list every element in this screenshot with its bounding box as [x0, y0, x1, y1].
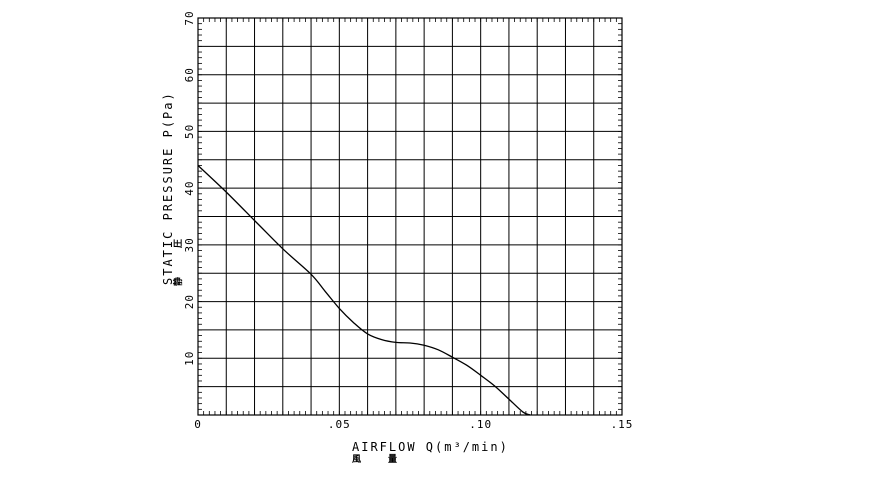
y-tick-label: 50: [183, 124, 196, 139]
x-tick-label: .15: [611, 418, 634, 431]
y-tick-label: 20: [183, 294, 196, 309]
y-tick-label: 30: [183, 237, 196, 252]
y-axis-label: STATIC PRESSURE P(Pa): [161, 91, 175, 285]
tick-marks: [198, 18, 622, 415]
y-tick-labels: 10 20 30 40 50 60 70: [183, 10, 196, 366]
x-axis-title: AIRFLOW Q(m³/min) 風 量: [352, 440, 509, 465]
y-tick-label: 70: [183, 10, 196, 25]
y-axis-kanji-1: 静: [172, 277, 184, 286]
x-axis-kanji-1: 風: [352, 454, 361, 465]
y-axis-kanji-2: 圧: [173, 239, 184, 248]
y-tick-label: 60: [183, 67, 196, 82]
y-tick-label: 40: [183, 181, 196, 196]
x-tick-labels: 0 .05 .10 .15: [194, 418, 634, 431]
plot-frame: [197, 17, 623, 416]
grid: [198, 18, 622, 415]
x-axis-label: AIRFLOW Q(m³/min): [352, 440, 509, 454]
x-tick-label: 0: [194, 418, 202, 431]
x-axis-kanji-2: 量: [388, 453, 397, 465]
y-tick-label: 10: [183, 351, 196, 366]
pressure-curve: [197, 165, 531, 416]
data-curve: [197, 165, 531, 416]
x-tick-label: .05: [328, 418, 351, 431]
x-tick-label: .10: [469, 418, 492, 431]
y-axis-title: STATIC PRESSURE P(Pa) 静 圧: [161, 91, 184, 286]
